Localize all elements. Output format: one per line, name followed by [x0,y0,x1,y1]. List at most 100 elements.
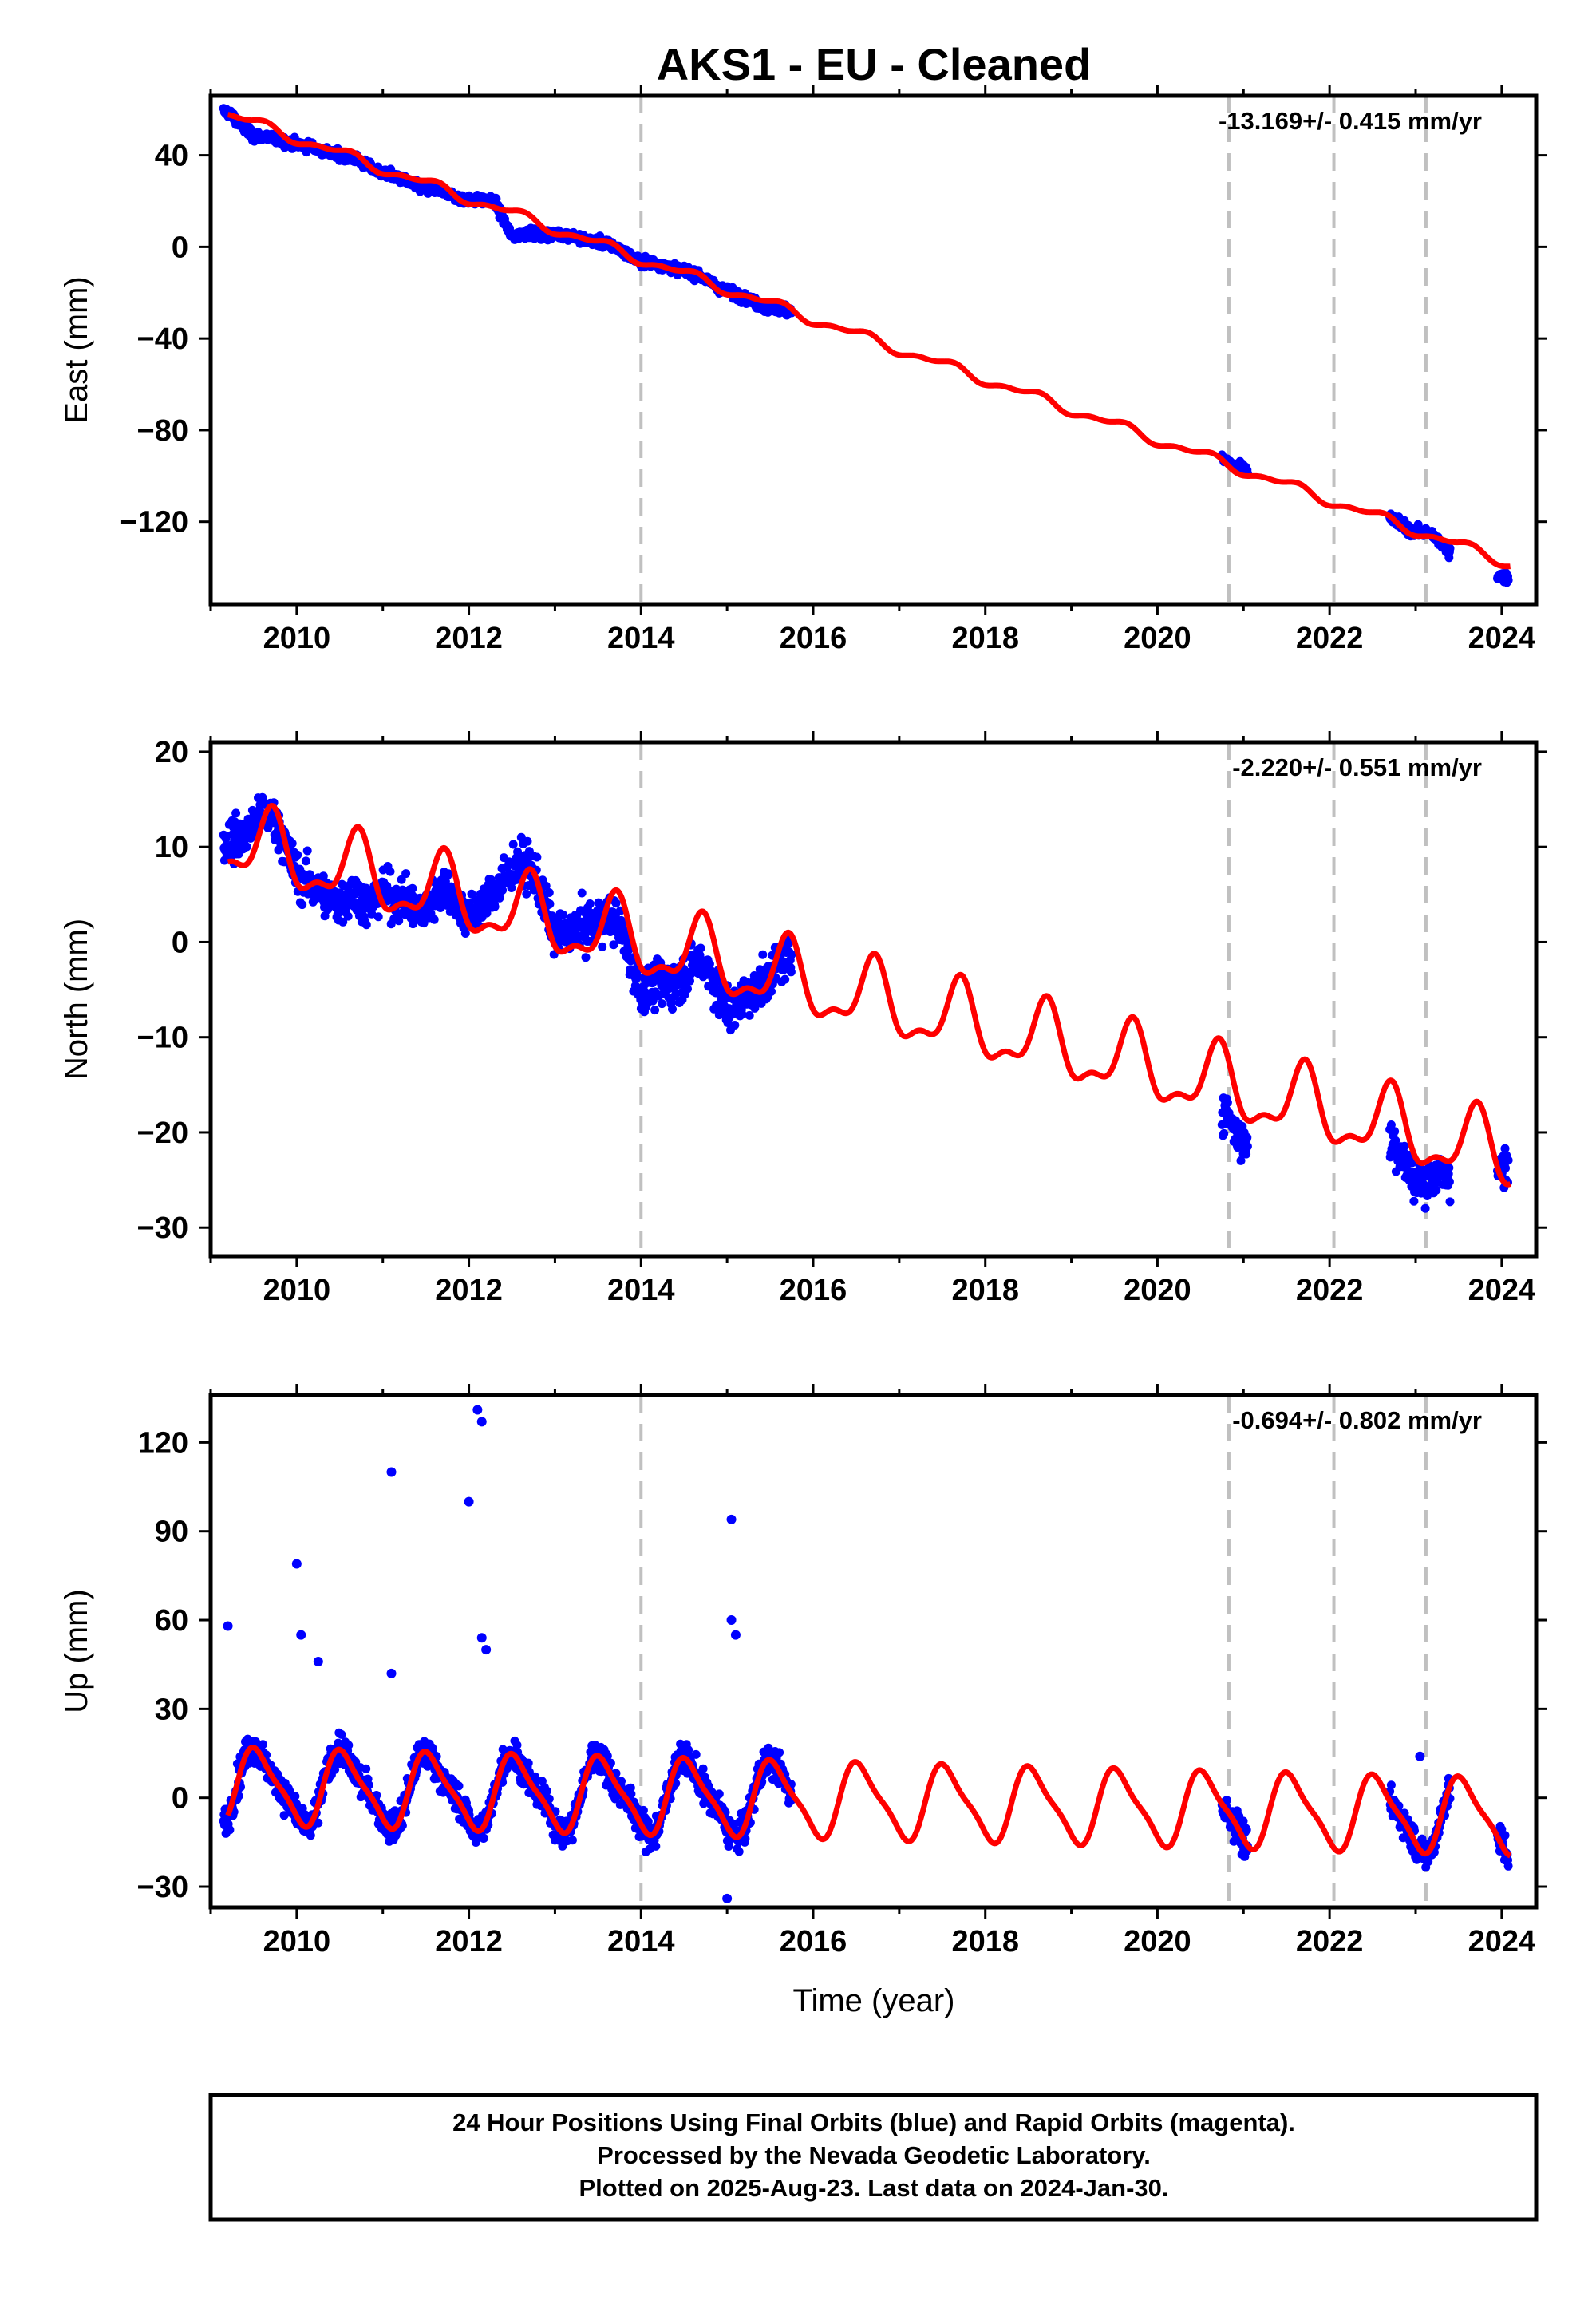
data-point [523,836,532,846]
data-point [598,942,607,951]
data-point [650,1006,660,1015]
north-rate-label: -2.220+/- 0.551 mm/yr [1232,753,1482,781]
outlier-point [476,1633,487,1643]
data-point [343,911,353,921]
up-rate-label: -0.694+/- 0.802 mm/yr [1232,1406,1482,1434]
data-point [1242,1149,1251,1159]
outlier-point [481,1645,492,1655]
data-point [1444,1177,1454,1187]
up-panel: 2010 2012 2014 2016 2018 2020 2022 2024 120 90 60 3… [59,1384,1547,1958]
x-tick-label: 2020 [1124,622,1191,655]
data-point [780,974,790,984]
data-point [1236,1156,1246,1165]
x-tick-label: 2022 [1296,1274,1364,1307]
y-tick-label: −40 [137,322,188,356]
y-tick-label: 10 [155,831,188,864]
data-point [1445,1197,1455,1207]
data-point [581,953,591,962]
data-point [338,917,348,927]
figure-title: AKS1 - EU - Cleaned [657,39,1092,89]
data-point [1386,1120,1396,1129]
data-point [1219,1128,1229,1138]
data-point [1503,575,1513,585]
east-rate-label: -13.169+/- 0.415 mm/yr [1219,107,1482,135]
data-point [585,899,595,908]
data-point [287,839,297,848]
data-point [1409,1196,1419,1206]
y-tick-label: 20 [155,736,188,769]
data-point [1242,1142,1252,1151]
data-point [373,912,383,922]
outlier-point [386,1668,397,1678]
data-point [1223,1097,1232,1107]
north-observations [219,792,1513,1213]
data-point [1420,1203,1430,1213]
x-tick-label: 2020 [1124,1274,1191,1307]
footer-line-2: Processed by the Nevada Geodetic Laborat… [597,2141,1151,2169]
y-tick-label: 60 [155,1604,188,1638]
data-point [1444,1163,1454,1172]
data-point [408,883,417,893]
data-point [385,867,395,876]
data-point [298,900,307,910]
x-tick-label: 2016 [780,1274,847,1307]
data-point [1391,1136,1400,1145]
data-point [251,1737,260,1746]
data-point [1400,1141,1409,1151]
data-point [737,1010,747,1018]
outlier-point [464,1496,474,1507]
data-point [444,869,453,879]
x-tick-label: 2012 [435,622,503,655]
data-point [479,1833,488,1843]
outlier-point [291,1559,302,1569]
y-tick-label: −80 [137,414,188,448]
x-tick-label: 2010 [263,1274,331,1307]
data-point [1390,1127,1400,1136]
data-point [775,1748,784,1757]
x-tick-label: 2020 [1124,1925,1191,1958]
data-point [361,920,371,930]
data-point [397,875,406,884]
data-point [532,852,542,862]
data-point [545,899,555,909]
y-tick-label: 40 [155,140,188,173]
data-point [633,972,642,982]
y-tick-label: 0 [172,231,188,264]
data-point [1242,1132,1252,1142]
x-tick-label: 2024 [1468,622,1536,655]
data-point [490,902,500,911]
x-tick-label: 2010 [263,622,331,655]
outlier-point [296,1630,306,1640]
data-point [541,881,551,891]
y-tick-label: 0 [172,926,188,959]
data-point [705,959,714,969]
data-point [522,889,531,899]
up-frame [208,1393,1539,1910]
data-point [577,888,587,898]
outlier-point [223,1621,233,1631]
data-point [745,1010,754,1020]
y-tick-label: 90 [155,1516,188,1549]
data-point [1432,1185,1441,1195]
x-tick-label: 2014 [607,622,675,655]
data-point [730,1021,740,1030]
outlier-point [726,1514,737,1524]
data-point [290,1792,300,1801]
data-point [1386,1780,1396,1790]
east-panel: 2010 2012 2014 2016 2018 2020 2022 2024 40 0 −40 −8… [59,85,1547,655]
data-point [1503,1156,1513,1165]
data-point [1500,1831,1510,1840]
north-frame [208,740,1539,1259]
data-point [1501,1164,1510,1173]
y-tick-label: −10 [137,1022,188,1055]
east-y-axis-label: East (mm) [59,276,94,423]
data-point [544,888,554,897]
data-point [734,1847,744,1856]
data-point [293,850,302,860]
data-point [498,886,508,895]
data-point [361,1764,371,1773]
x-tick-label: 2012 [435,1925,503,1958]
outlier-point [476,1417,487,1427]
outlier-point [1415,1751,1425,1761]
